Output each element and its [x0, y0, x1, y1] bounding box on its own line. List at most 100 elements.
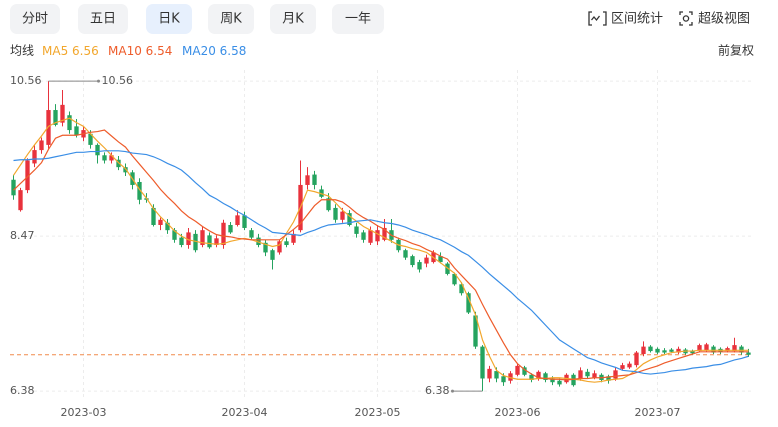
candle-body — [522, 367, 527, 375]
candle-body — [291, 233, 296, 243]
candle-body — [95, 144, 100, 156]
candle-body — [417, 262, 422, 270]
candle-body — [151, 207, 156, 225]
candle-body — [557, 380, 562, 385]
tab-label: 分时 — [22, 12, 48, 27]
candle-body — [25, 160, 30, 191]
tool-superview[interactable]: 超级视图 — [679, 11, 750, 27]
candle-body — [634, 352, 639, 366]
tab-bg — [270, 4, 316, 34]
ma-line — [13, 150, 749, 375]
candle-body — [452, 273, 457, 285]
candle-body — [172, 230, 177, 240]
max-label: 10.56 — [102, 74, 134, 87]
candle-body — [242, 215, 247, 228]
candle-body — [697, 345, 702, 352]
candle-body — [347, 213, 352, 225]
candle-body — [193, 233, 198, 251]
candle-body — [305, 175, 310, 185]
tab[interactable]: 一年 — [332, 4, 384, 34]
candle-body — [669, 349, 674, 352]
candle-body — [578, 370, 583, 379]
candle-body — [543, 373, 548, 380]
tab-label: 月K — [282, 12, 304, 27]
candle-body — [655, 348, 660, 353]
candle-body — [284, 241, 289, 246]
tab-label: 五日 — [90, 12, 116, 27]
candle-body — [494, 371, 499, 379]
candle-body — [676, 348, 681, 353]
candle-body — [214, 238, 219, 246]
legend-name: MA10 — [108, 44, 142, 58]
min-label: 6.38 — [425, 384, 450, 397]
superview-icon — [679, 11, 693, 26]
legend-value: 6.58 — [220, 44, 247, 58]
candle-body — [501, 376, 506, 383]
candle-body — [326, 198, 331, 211]
candle-body — [515, 365, 520, 375]
candle-body — [221, 222, 226, 246]
candle-body — [256, 237, 261, 246]
candle-body — [354, 226, 359, 234]
legend-value: 6.54 — [146, 44, 173, 58]
tab-bg — [146, 4, 192, 34]
candle-body — [529, 374, 534, 380]
candle-body — [102, 155, 107, 161]
y-tick-label: 8.47 — [10, 229, 35, 242]
candle-body — [403, 250, 408, 258]
candle-body — [725, 348, 730, 352]
candle-body — [67, 115, 72, 131]
candle-body — [179, 237, 184, 246]
candle-body — [109, 155, 114, 161]
interval-icon — [588, 11, 607, 26]
ma-title: 均线 — [10, 44, 34, 58]
candle-body — [270, 250, 275, 260]
candle-body — [508, 373, 513, 381]
candle-body — [606, 376, 611, 381]
candle-body — [249, 230, 254, 238]
candle-body — [312, 174, 317, 185]
tab-label: 一年 — [345, 12, 371, 27]
legend-entry: MA5 6.56 — [42, 44, 99, 58]
legend-name: MA20 — [182, 44, 216, 58]
tab-label: 周K — [220, 12, 242, 27]
tab[interactable]: 五日 — [78, 4, 128, 34]
candle-body — [648, 346, 653, 352]
candle-body — [473, 315, 478, 347]
candle-body — [459, 284, 464, 294]
candle-body — [319, 189, 324, 197]
tab-bg — [332, 4, 384, 34]
candle-body — [235, 215, 240, 225]
tool-label: 区间统计 — [611, 12, 663, 27]
tab[interactable]: 分时 — [10, 4, 60, 34]
candle-body — [571, 374, 576, 386]
candle-body — [137, 181, 142, 200]
tab[interactable]: 周K — [208, 4, 254, 34]
superview-icon-dot — [682, 15, 690, 22]
tool-interval[interactable]: 区间统计 — [588, 11, 663, 27]
candle-body — [438, 256, 443, 263]
candle-body — [207, 235, 212, 248]
x-tick-label: 2023-07 — [635, 406, 681, 419]
y-tick-label: 10.56 — [10, 74, 42, 87]
candle-body — [39, 140, 44, 151]
candle-body — [186, 232, 191, 246]
candle-body — [641, 346, 646, 355]
tab-bg — [208, 4, 254, 34]
candle-body — [263, 242, 268, 253]
tab[interactable]: 月K — [270, 4, 316, 34]
candle-body — [613, 370, 618, 379]
candle-body — [466, 293, 471, 313]
candle-body — [375, 230, 380, 242]
legend-name: MA5 — [42, 44, 68, 58]
tab[interactable]: 日K — [146, 4, 192, 34]
adjust-mode[interactable]: 前复权 — [718, 43, 754, 58]
x-tick-label: 2023-03 — [61, 406, 107, 419]
candle-body — [704, 344, 709, 351]
legend-entry: MA10 6.54 — [108, 44, 172, 58]
candle-body — [340, 211, 345, 220]
tool-label: 超级视图 — [698, 12, 750, 27]
candle-body — [32, 150, 37, 164]
candle-body — [424, 257, 429, 264]
